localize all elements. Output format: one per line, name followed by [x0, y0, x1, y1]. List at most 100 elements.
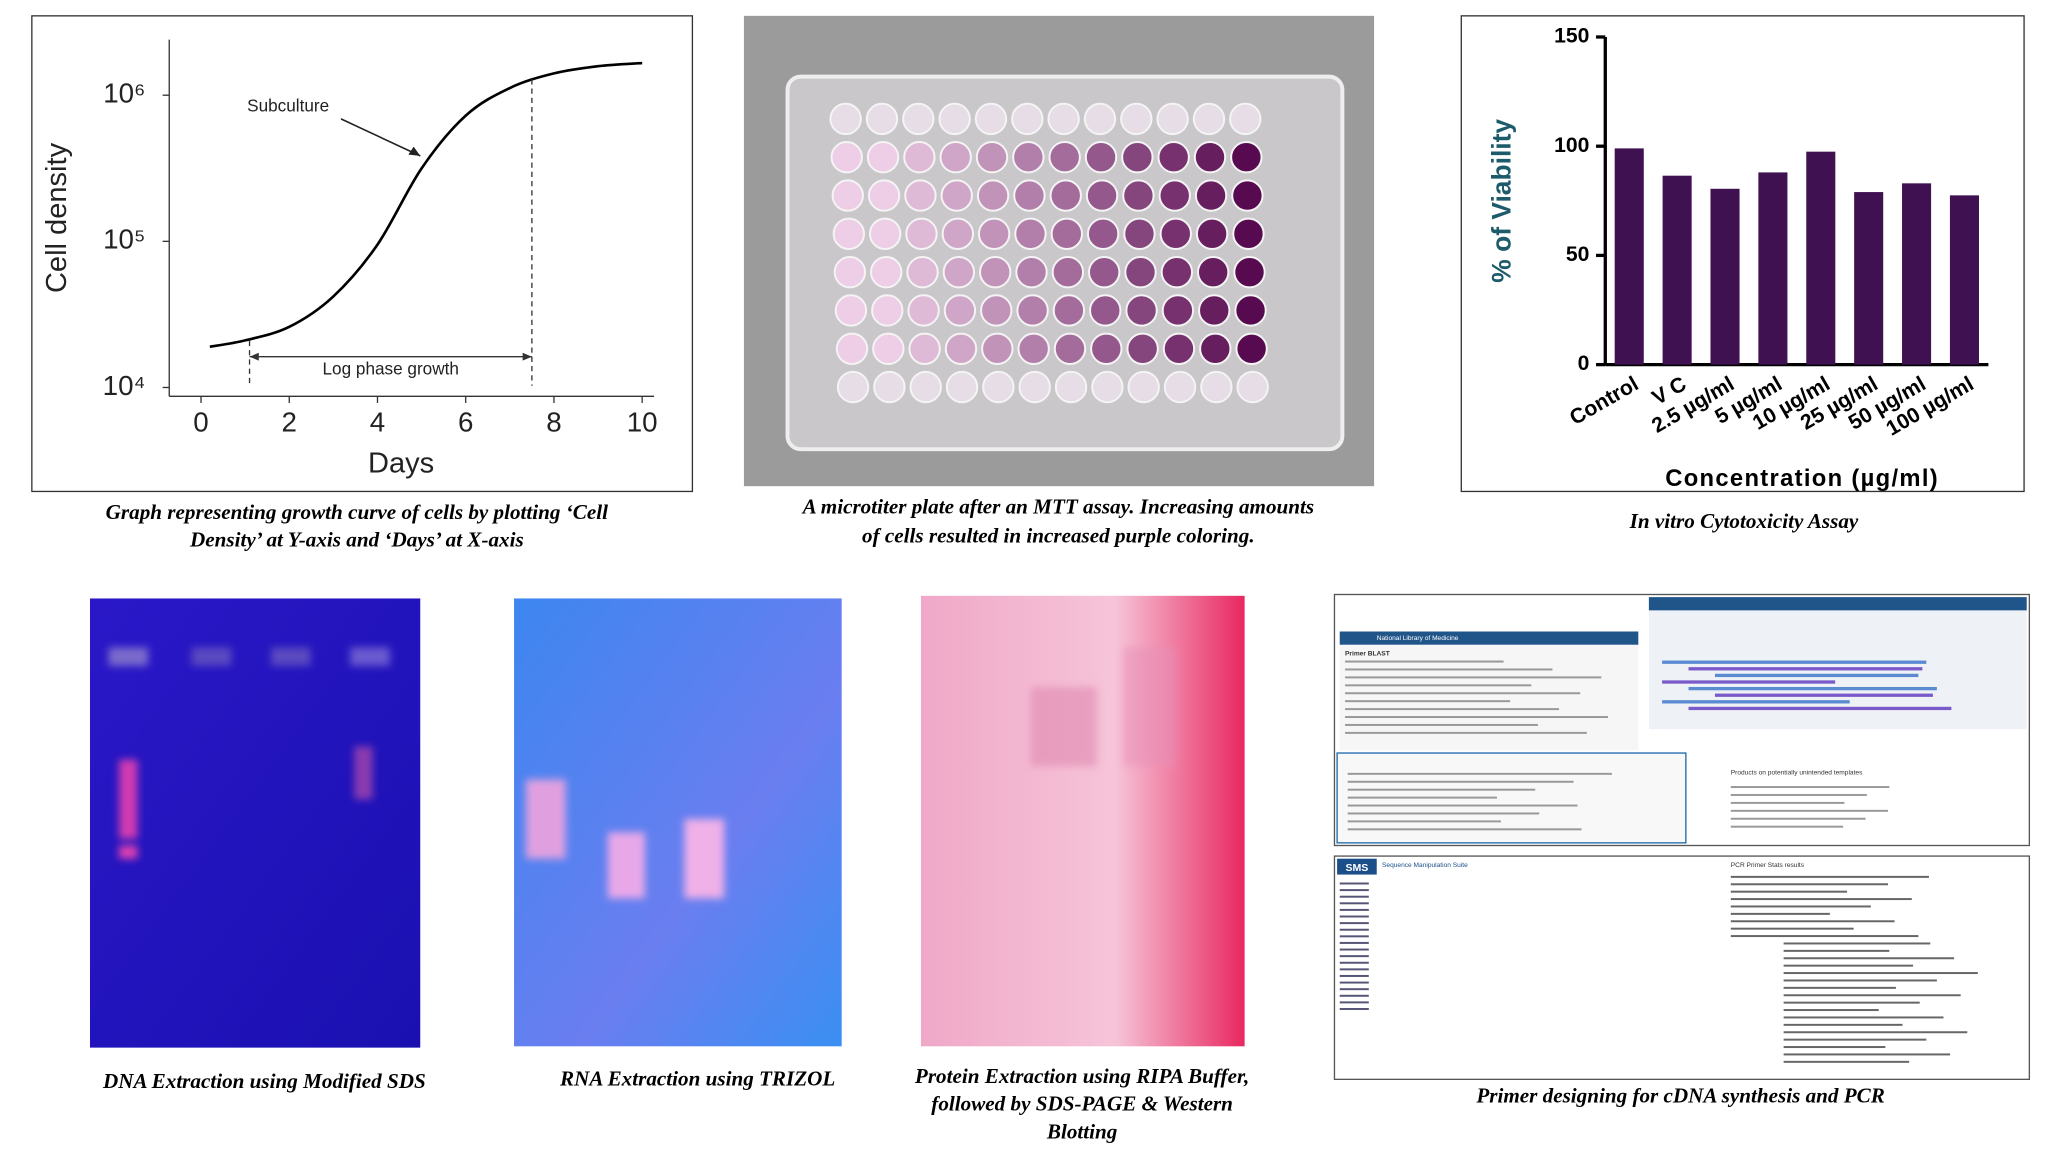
- well: [1230, 141, 1263, 174]
- text-line: [1783, 994, 1961, 997]
- well: [1196, 255, 1230, 289]
- well: [1198, 294, 1231, 327]
- caption: In vitro Cytotoxicity Assay: [1629, 509, 1859, 533]
- blast-header-2: [1648, 597, 2027, 611]
- y-tick-label: 150: [1554, 25, 1589, 48]
- protein-blot: [920, 595, 1245, 1047]
- well: [974, 102, 1008, 136]
- well: [1012, 141, 1045, 174]
- text-line: [1783, 1023, 1903, 1026]
- well: [1084, 141, 1118, 174]
- well: [873, 370, 906, 404]
- growth-frame: [31, 15, 694, 493]
- well: [1051, 255, 1085, 289]
- well: [832, 217, 866, 251]
- text-line: [1714, 693, 1933, 697]
- well: [902, 102, 935, 136]
- caption: of cells resulted in increased purple co…: [862, 524, 1255, 548]
- text-line: [1339, 988, 1369, 991]
- well: [1052, 294, 1086, 327]
- text-line: [1347, 812, 1540, 815]
- text-line: [1347, 788, 1536, 791]
- well: [941, 217, 974, 251]
- well: [1015, 255, 1048, 289]
- caption: Density’ at Y-axis and ‘Days’ at X-axis: [189, 527, 524, 551]
- x-tick-label: 0: [193, 406, 208, 437]
- caption: followed by SDS-PAGE & Western: [931, 1092, 1233, 1116]
- text-line: [1339, 981, 1369, 984]
- text-line: [1347, 828, 1582, 831]
- bar: [1614, 148, 1644, 365]
- well: [1156, 102, 1189, 136]
- text-line: [1783, 957, 1955, 960]
- x-axis-label: Days: [368, 448, 434, 480]
- well: [938, 102, 971, 136]
- well: [982, 370, 1015, 404]
- y-tick-label: 0: [1578, 352, 1590, 375]
- bar-frame: [1460, 15, 2025, 493]
- bar: [1949, 195, 1979, 365]
- caption: DNA Extraction using Modified SDS: [102, 1069, 426, 1093]
- text-line: [1339, 994, 1369, 997]
- text-line: [1339, 882, 1369, 885]
- caption: Blotting: [1046, 1119, 1117, 1143]
- well: [829, 102, 862, 136]
- well: [1229, 102, 1262, 136]
- well: [836, 370, 870, 404]
- text-line: [1345, 708, 1560, 711]
- well: [867, 179, 901, 212]
- text-line: [1783, 949, 1890, 952]
- annotation: Subculture: [247, 96, 329, 116]
- caption: A microtiter plate after an MTT assay. I…: [801, 494, 1315, 518]
- text-line: [1730, 912, 1830, 915]
- text-line: [1339, 974, 1369, 977]
- well: [835, 332, 869, 365]
- well: [870, 255, 903, 289]
- well: [975, 141, 1009, 174]
- well: [1157, 141, 1190, 174]
- text-line: [1339, 961, 1369, 964]
- well: [1011, 102, 1044, 136]
- well: [1090, 332, 1123, 365]
- text-line: [1783, 1038, 1927, 1041]
- well: [979, 255, 1012, 289]
- text-line: [1347, 820, 1501, 823]
- well: [1161, 294, 1195, 327]
- screenshot-lines: [1339, 660, 1978, 1063]
- y-tick-label: 10⁵: [103, 224, 145, 255]
- well: [1162, 332, 1196, 365]
- well: [830, 141, 863, 174]
- text-line: [1783, 986, 1896, 989]
- text-line: [1783, 1046, 1886, 1049]
- wells: [829, 102, 1269, 404]
- arrow-head: [408, 146, 421, 156]
- well: [945, 370, 979, 404]
- text-line: [1339, 928, 1369, 931]
- well: [904, 179, 937, 212]
- well: [907, 294, 940, 327]
- text-line: [1339, 948, 1369, 951]
- well: [1163, 370, 1197, 404]
- text-line: [1662, 680, 1836, 684]
- sms-title: Sequence Manipulation Suite: [1382, 862, 1468, 869]
- well: [831, 179, 864, 212]
- text-line: [1339, 908, 1369, 911]
- text-line: [1783, 1016, 1944, 1019]
- text-line: [1339, 889, 1369, 892]
- text-line: [1730, 875, 1929, 878]
- well: [1231, 179, 1264, 212]
- well: [1085, 179, 1119, 212]
- well: [834, 294, 868, 327]
- x-tick-label: 4: [370, 406, 385, 437]
- well: [1017, 332, 1050, 365]
- text-line: [1730, 817, 1866, 820]
- well: [976, 179, 1010, 212]
- well: [1122, 179, 1155, 212]
- well: [1120, 102, 1153, 136]
- well: [1014, 217, 1047, 251]
- well: [906, 255, 939, 289]
- well: [1192, 102, 1226, 136]
- rna-bands: [525, 779, 725, 899]
- well: [871, 294, 904, 327]
- well: [1047, 102, 1080, 136]
